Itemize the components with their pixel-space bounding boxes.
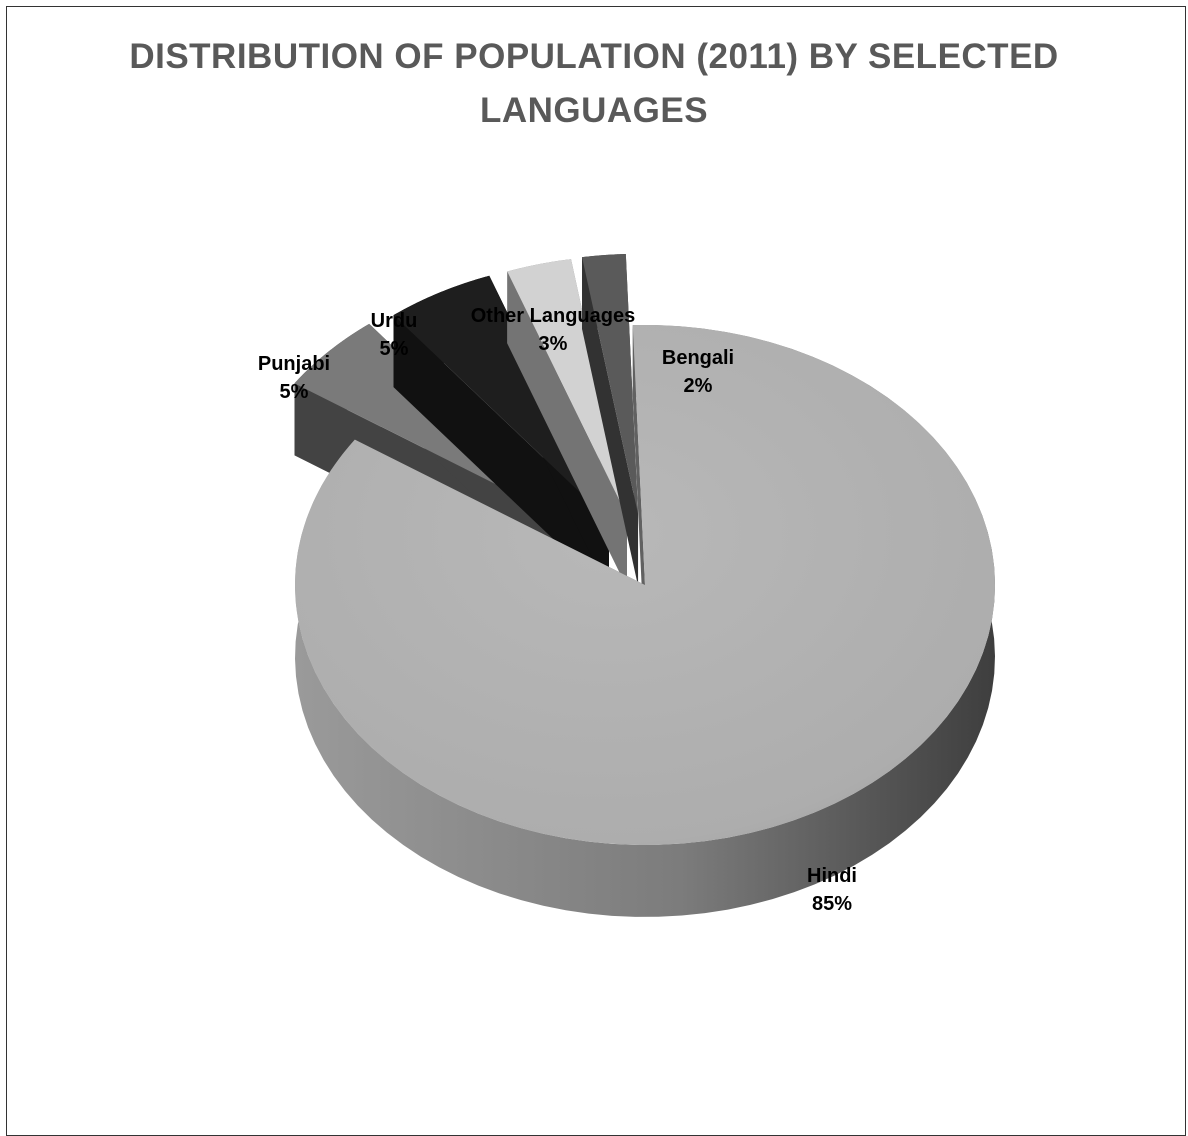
pie-slices [294,253,995,917]
chart-title: DISTRIBUTION OF POPULATION (2011) BY SEL… [0,30,1188,138]
data-label-urdu-name: Urdu [371,310,418,332]
data-label-hindi-name: Hindi [807,865,857,887]
data-label-hindi-value: 85% [812,893,852,915]
data-label-punjabi-value: 5% [280,381,309,403]
pie-slice-bengali [582,253,639,586]
data-label-other-languages-name: Other Languages [471,305,635,327]
pie-slice-urdu [393,275,610,593]
data-label-bengali-name: Bengali [662,347,734,369]
data-label-bengali-value: 2% [684,375,713,397]
data-label-punjabi-name: Punjabi [258,353,330,375]
data-label-urdu-value: 5% [380,338,409,360]
chart-title-line-1: DISTRIBUTION OF POPULATION (2011) BY SEL… [129,37,1059,76]
pie-slice-hindi [294,325,995,917]
chart-title-line-2: LANGUAGES [479,91,709,130]
data-label-other-languages-value: 3% [539,333,568,355]
pie-data-labels: Hindi 85% Punjabi 5% Urdu 5% Other Languages 3%… [258,305,857,915]
